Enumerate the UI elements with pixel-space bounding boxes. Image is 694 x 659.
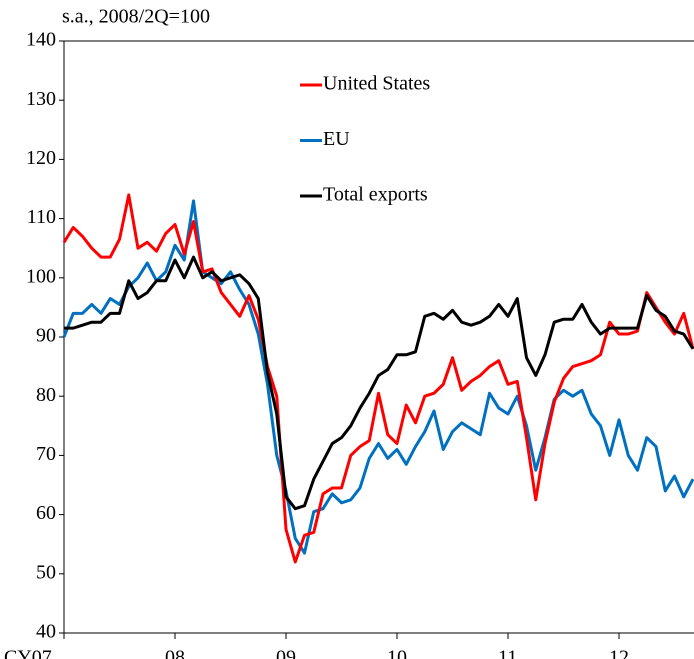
chart-subtitle: s.a., 2008/2Q=100 [62,6,210,28]
y-tick-label: 130 [26,88,56,110]
y-tick-label: 60 [36,502,56,524]
x-tick-label: 12 [609,647,629,659]
x-tick-label: 11 [498,647,517,659]
series-line [64,255,694,511]
y-tick-label: 50 [36,561,56,583]
y-tick-label: 140 [26,29,56,51]
y-tick-label: 80 [36,384,56,406]
x-tick-label: 10 [387,647,407,659]
y-tick-label: 100 [26,265,56,287]
x-tick-label: CY07 [4,647,52,659]
series-line [62,193,694,564]
legend-label: Total exports [323,184,428,206]
y-tick-label: 40 [36,621,56,643]
legend-label: EU [323,128,350,150]
x-tick-label: 08 [165,647,185,659]
y-tick-label: 120 [26,147,56,169]
y-tick-label: 110 [27,206,56,228]
y-tick-label: 70 [36,443,56,465]
x-tick-label: 09 [276,647,296,659]
y-tick-label: 90 [36,325,56,347]
legend-label: United States [323,73,430,95]
series-line [62,199,694,555]
